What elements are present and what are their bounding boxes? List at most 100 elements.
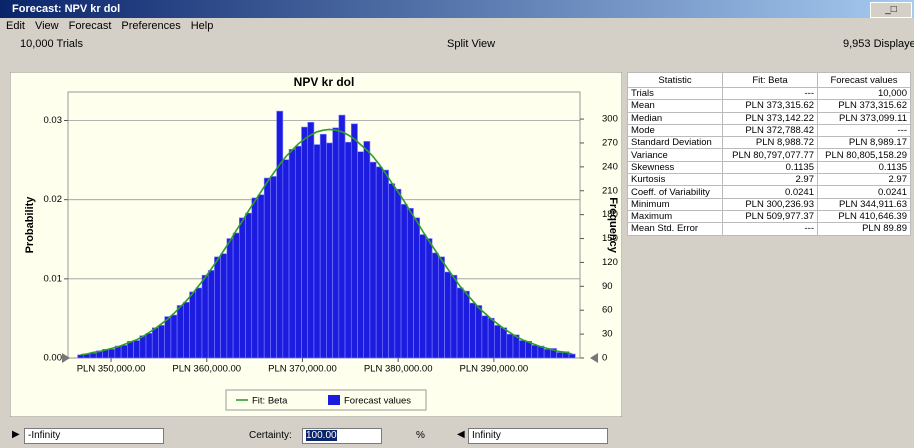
chart-title: NPV kr dol bbox=[294, 75, 355, 89]
menu-item[interactable]: View bbox=[34, 20, 59, 32]
histogram-bar bbox=[145, 333, 153, 359]
menu-item[interactable]: Preferences bbox=[121, 20, 181, 32]
table-cell: PLN 410,646.39 bbox=[817, 209, 911, 224]
histogram-bar bbox=[469, 302, 476, 359]
table-cell: Mode bbox=[627, 123, 723, 138]
histogram-bar bbox=[400, 203, 408, 359]
histogram-bar bbox=[506, 333, 514, 359]
histogram-bar bbox=[406, 207, 414, 359]
table-cell: Mean Std. Error bbox=[627, 222, 723, 236]
histogram-bar bbox=[382, 169, 389, 359]
histogram-bar bbox=[531, 344, 539, 359]
histogram-bar bbox=[543, 348, 551, 359]
table-cell: PLN 509,977.37 bbox=[722, 209, 818, 224]
histogram-bar bbox=[363, 141, 371, 359]
table-cell: Standard Deviation bbox=[627, 136, 723, 150]
column-header: Forecast values bbox=[817, 72, 911, 88]
certainty-value: 100.00 bbox=[306, 430, 337, 441]
histogram-bar bbox=[556, 352, 564, 359]
x-tick-label: PLN 390,000.00 bbox=[460, 364, 529, 375]
histogram-bar bbox=[120, 344, 128, 359]
left-arrow[interactable]: ▶ bbox=[12, 429, 20, 440]
histogram-bar bbox=[450, 274, 458, 359]
table-cell: Mean bbox=[627, 99, 723, 113]
table-cell: Minimum bbox=[627, 197, 723, 211]
column-header: Fit: Beta bbox=[722, 72, 818, 88]
menu-item[interactable]: Forecast bbox=[68, 20, 112, 32]
histogram-bar bbox=[201, 274, 209, 359]
histogram-bar bbox=[425, 238, 433, 359]
table-cell: 2.97 bbox=[722, 173, 818, 187]
left-bound[interactable]: -Infinity bbox=[24, 428, 164, 444]
histogram-bar bbox=[419, 234, 427, 359]
table-cell: 0.1135 bbox=[722, 160, 818, 175]
histogram-bar bbox=[276, 110, 284, 359]
histogram-bar bbox=[394, 188, 402, 359]
table-cell: --- bbox=[722, 222, 818, 236]
histogram-bar bbox=[207, 270, 215, 359]
menu-item[interactable]: Help bbox=[190, 20, 214, 32]
legend: Fit: Beta Forecast values bbox=[225, 389, 427, 411]
table-cell: PLN 89.89 bbox=[817, 222, 911, 236]
histogram-bar bbox=[158, 325, 165, 359]
histogram-bar bbox=[431, 252, 439, 359]
y2-tick-label: 270 bbox=[602, 137, 618, 148]
table-cell: PLN 373,315.62 bbox=[817, 99, 911, 113]
y2-tick-label: 180 bbox=[602, 209, 618, 220]
y2-tick-label: 90 bbox=[602, 281, 613, 292]
right-bound[interactable]: Infinity bbox=[468, 428, 608, 444]
x-tick-label: PLN 360,000.00 bbox=[172, 364, 241, 375]
histogram-bar bbox=[332, 127, 340, 359]
histogram-bar bbox=[294, 145, 302, 359]
histogram-bar bbox=[189, 291, 197, 359]
y2-tick-label: 300 bbox=[602, 114, 618, 125]
table-cell: PLN 344,911.63 bbox=[817, 197, 911, 211]
column-header: Statistic bbox=[627, 72, 723, 88]
window-controls[interactable]: _□ bbox=[870, 2, 912, 18]
x-tick-label: PLN 350,000.00 bbox=[77, 364, 146, 375]
histogram-bar bbox=[133, 340, 141, 359]
y2-tick-label: 0 bbox=[602, 353, 607, 364]
table-cell: PLN 373,142.22 bbox=[722, 111, 818, 125]
table-cell: PLN 8,988.72 bbox=[722, 136, 818, 150]
displayed: 9,953 Displayed bbox=[843, 38, 914, 50]
window-title: Forecast: NPV kr dol bbox=[12, 3, 121, 15]
histogram-bar bbox=[319, 133, 327, 359]
y2-tick-label: 120 bbox=[602, 257, 618, 268]
histogram-bar bbox=[288, 149, 296, 359]
certainty-field[interactable]: 100.00 bbox=[302, 428, 382, 444]
x-tick-label: PLN 380,000.00 bbox=[364, 364, 433, 375]
y-tick-label: 0.02 bbox=[44, 194, 63, 205]
table-cell: PLN 80,805,158.29 bbox=[817, 148, 911, 162]
table-cell: 0.0241 bbox=[722, 185, 818, 199]
view-mode[interactable]: Split View bbox=[447, 38, 496, 50]
right-arrow[interactable]: ◀ bbox=[457, 429, 465, 440]
histogram-bar bbox=[487, 317, 495, 359]
x-tick-label: PLN 370,000.00 bbox=[268, 364, 337, 375]
histogram-bar bbox=[151, 327, 159, 359]
histogram-bar bbox=[444, 271, 452, 359]
y-axis-label: Probability bbox=[24, 196, 36, 254]
histogram-bar bbox=[183, 301, 190, 359]
fit-line bbox=[80, 128, 573, 356]
histogram-bar bbox=[494, 325, 501, 359]
histogram-bar bbox=[263, 177, 271, 359]
histogram-bar bbox=[518, 340, 526, 359]
trials: 10,000 Trials bbox=[20, 38, 83, 50]
histogram-bar bbox=[481, 315, 489, 359]
menu-item[interactable]: Edit bbox=[6, 20, 25, 32]
histogram-bar bbox=[369, 161, 377, 359]
table-cell: PLN 300,236.93 bbox=[722, 197, 818, 211]
histogram-bar bbox=[108, 348, 116, 359]
histogram-bar bbox=[226, 238, 234, 359]
histogram-bar bbox=[456, 287, 464, 359]
histogram-bar bbox=[251, 197, 259, 359]
table-cell: Median bbox=[627, 111, 723, 125]
percent: % bbox=[416, 430, 425, 441]
histogram-bar bbox=[344, 141, 352, 359]
histogram-bar bbox=[307, 121, 315, 359]
histogram-bar bbox=[214, 256, 221, 359]
left-grabber bbox=[62, 353, 70, 363]
histogram-bar bbox=[170, 314, 178, 359]
